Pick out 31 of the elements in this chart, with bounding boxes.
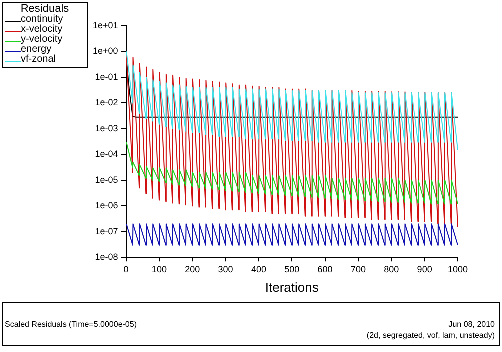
x-tick-label: 200 [185,264,200,274]
x-tick-label: 900 [417,264,432,274]
x-tick-label: 300 [218,264,234,274]
x-axis-title: Iterations [265,280,320,295]
legend-label: continuity [20,14,64,25]
text: Scaled Residuals (Time=5.0000e-05) [5,320,137,329]
x-tick-label: 400 [251,264,266,274]
legend-label: energy [20,44,52,55]
legend-label: y-velocity [20,34,64,45]
y-tick-label: 1e-05 [95,174,118,185]
x-tick-label: 0 [124,264,129,274]
text: Jun 08, 2010 [448,320,495,329]
legend-label: vf-zonal [20,54,58,65]
y-tick-label: 1e-06 [95,200,118,211]
y-tick-label: 1e-03 [95,123,118,134]
x-tick-label: 1000 [448,264,468,274]
y-tick-label: 1e-07 [95,226,118,236]
legend-label: x-velocity [20,24,63,35]
y-tick-label: 1e-08 [95,252,118,262]
x-tick-label: 700 [350,264,366,274]
y-tick-label: 1e-04 [95,149,118,160]
y-tick-label: 1e-01 [95,72,118,82]
x-tick-label: 500 [284,264,300,274]
y-tick-label: 1e+00 [92,46,118,56]
x-tick-label: 600 [318,264,333,274]
legend-title: Residuals [20,3,70,15]
y-tick-label: 1e-02 [95,98,118,108]
x-tick-label: 100 [152,264,167,274]
text: (2d, segregated, vof, lam, unsteady) [366,331,495,340]
x-tick-label: 800 [384,264,400,274]
y-tick-label: 1e+01 [92,20,118,30]
